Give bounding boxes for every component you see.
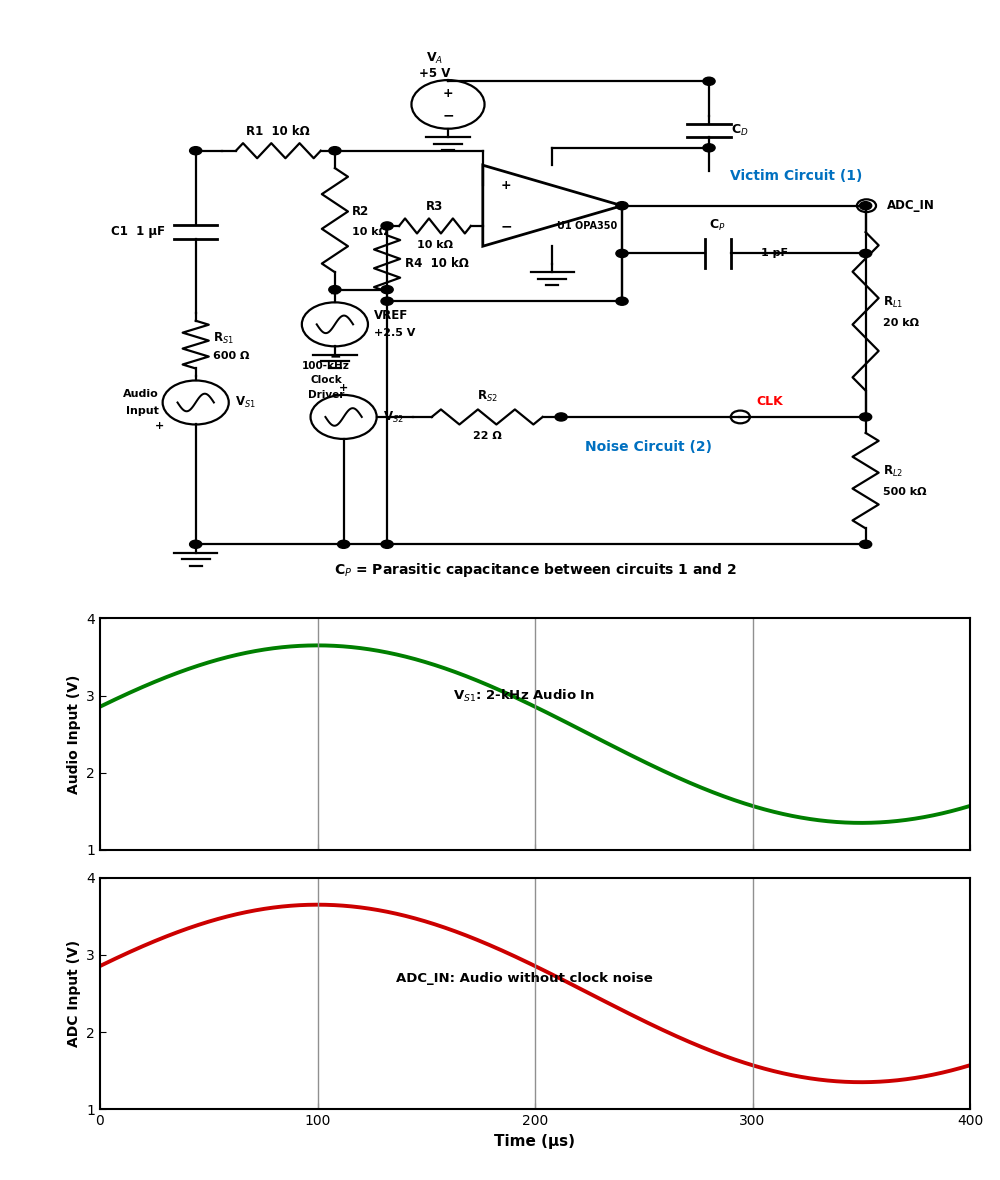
Text: +: + xyxy=(500,179,511,192)
Text: R$_{S2}$: R$_{S2}$ xyxy=(477,389,498,405)
Circle shape xyxy=(555,413,567,421)
Text: C$_P$ = Parasitic capacitance between circuits 1 and 2: C$_P$ = Parasitic capacitance between ci… xyxy=(334,562,736,579)
Y-axis label: Audio Input (V): Audio Input (V) xyxy=(67,675,81,794)
Text: R$_{S1}$: R$_{S1}$ xyxy=(213,332,234,347)
Text: Victim Circuit (1): Victim Circuit (1) xyxy=(730,169,862,183)
Text: 100-kHz: 100-kHz xyxy=(302,361,350,371)
Text: V$_{S2}$: V$_{S2}$ xyxy=(383,409,404,425)
Circle shape xyxy=(381,222,393,230)
Text: 10 kΩ: 10 kΩ xyxy=(352,227,388,237)
Text: C$_P$: C$_P$ xyxy=(709,218,726,234)
Circle shape xyxy=(381,540,393,549)
Text: Noise Circuit (2): Noise Circuit (2) xyxy=(585,440,712,454)
Circle shape xyxy=(190,540,202,549)
Text: +2.5 V: +2.5 V xyxy=(374,328,415,337)
Text: V$_{S1}$: 2-kHz Audio In: V$_{S1}$: 2-kHz Audio In xyxy=(453,688,595,703)
Circle shape xyxy=(381,286,393,294)
Circle shape xyxy=(190,146,202,155)
Circle shape xyxy=(616,249,628,257)
Text: 500 kΩ: 500 kΩ xyxy=(883,487,927,497)
Circle shape xyxy=(857,199,876,212)
Circle shape xyxy=(338,540,350,549)
X-axis label: Time (μs): Time (μs) xyxy=(494,1134,576,1148)
Text: R3: R3 xyxy=(426,201,444,214)
Y-axis label: ADC Input (V): ADC Input (V) xyxy=(67,940,81,1047)
Text: VREF: VREF xyxy=(374,309,408,322)
Circle shape xyxy=(731,411,750,424)
Circle shape xyxy=(860,540,872,549)
Circle shape xyxy=(703,144,715,152)
Text: R$_{L1}$: R$_{L1}$ xyxy=(883,295,903,310)
Text: 22 Ω: 22 Ω xyxy=(473,432,502,441)
Text: V$_A$: V$_A$ xyxy=(426,51,444,66)
Text: +: + xyxy=(443,87,453,100)
Text: Input: Input xyxy=(126,406,159,417)
Text: −: − xyxy=(442,109,454,123)
Text: −: − xyxy=(500,219,512,232)
Text: ADC_IN: Audio without clock noise: ADC_IN: Audio without clock noise xyxy=(396,971,652,984)
Text: ADC_IN: ADC_IN xyxy=(887,199,935,212)
Circle shape xyxy=(860,249,872,257)
Text: 600 Ω: 600 Ω xyxy=(213,352,249,361)
Text: −: − xyxy=(329,349,341,363)
Circle shape xyxy=(860,202,872,210)
Text: Driver: Driver xyxy=(308,389,344,400)
Circle shape xyxy=(703,77,715,85)
Text: Clock: Clock xyxy=(310,375,342,385)
Text: +: + xyxy=(339,384,348,393)
Text: V$_{S1}$: V$_{S1}$ xyxy=(235,395,256,409)
Circle shape xyxy=(329,146,341,155)
Circle shape xyxy=(329,286,341,294)
Text: 20 kΩ: 20 kΩ xyxy=(883,317,919,328)
Text: +: + xyxy=(330,289,340,300)
Text: U1 OPA350: U1 OPA350 xyxy=(557,221,617,231)
Circle shape xyxy=(860,413,872,421)
Text: CLK: CLK xyxy=(757,395,784,408)
Text: R4  10 kΩ: R4 10 kΩ xyxy=(405,257,468,270)
Text: Audio: Audio xyxy=(123,388,159,399)
Text: 1 pF: 1 pF xyxy=(761,249,788,258)
Circle shape xyxy=(733,413,746,421)
Circle shape xyxy=(616,202,628,210)
Circle shape xyxy=(616,297,628,306)
Text: C1  1 μF: C1 1 μF xyxy=(111,225,165,238)
Text: R$_{L2}$: R$_{L2}$ xyxy=(883,465,903,479)
Circle shape xyxy=(381,297,393,306)
Text: C$_D$: C$_D$ xyxy=(731,123,748,138)
Text: R2: R2 xyxy=(352,205,370,218)
Text: +: + xyxy=(155,420,164,431)
Text: 10 kΩ: 10 kΩ xyxy=(417,241,453,250)
Text: +5 V: +5 V xyxy=(419,67,451,80)
Text: R1  10 kΩ: R1 10 kΩ xyxy=(246,125,310,138)
